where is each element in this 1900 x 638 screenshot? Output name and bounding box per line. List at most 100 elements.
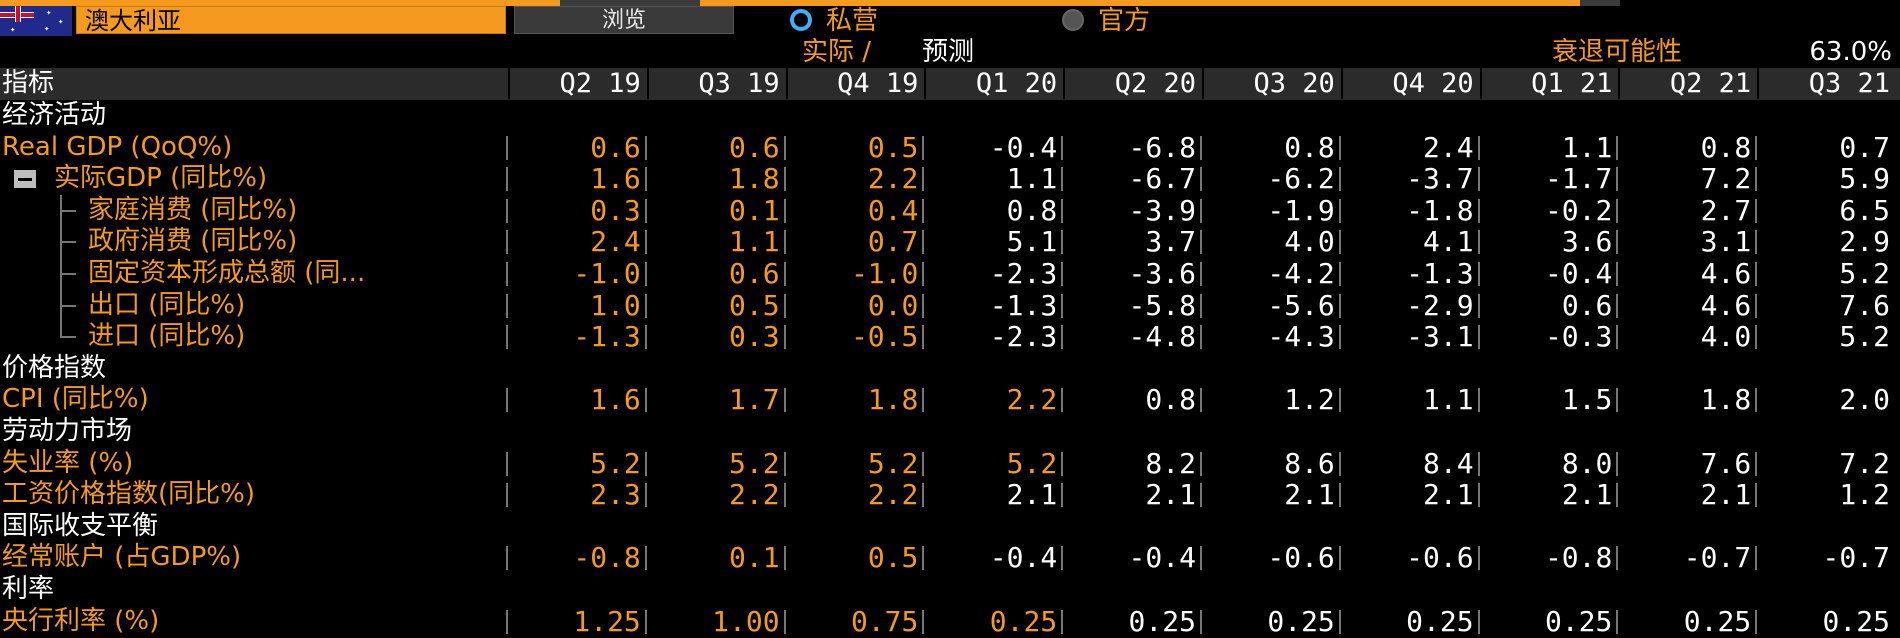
data-cell[interactable]: -0.5	[850, 320, 919, 354]
collapse-minus-icon[interactable]	[14, 170, 36, 189]
data-cell[interactable]: 1.5	[1561, 383, 1613, 417]
data-cell[interactable]: 0.7	[867, 225, 919, 259]
data-cell[interactable]: 7.2	[1700, 162, 1752, 196]
data-cell[interactable]: -2.9	[1406, 288, 1474, 322]
data-cell[interactable]: 1.0	[590, 288, 641, 322]
data-cell[interactable]: 4.1	[1423, 225, 1474, 259]
data-cell[interactable]: 5.1	[1006, 225, 1058, 259]
data-cell[interactable]: -0.4	[1544, 256, 1613, 290]
column-header-quarter[interactable]: Q2 21	[1618, 68, 1757, 99]
data-cell[interactable]: 7.6	[1839, 288, 1890, 322]
data-cell[interactable]: -3.1	[1406, 320, 1474, 354]
data-cell[interactable]: -6.2	[1267, 162, 1335, 196]
indicator-label[interactable]: 固定资本形成总额 (同...	[88, 257, 366, 288]
data-cell[interactable]: 1.2	[1839, 478, 1890, 512]
data-cell[interactable]: 7.6	[1700, 446, 1752, 480]
indicator-label[interactable]: Real GDP (QoQ%)	[2, 131, 233, 162]
data-cell[interactable]: 1.8	[729, 162, 780, 196]
data-cell[interactable]: 0.3	[729, 320, 780, 354]
data-cell[interactable]: 8.4	[1423, 446, 1474, 480]
data-cell[interactable]: 4.6	[1700, 256, 1752, 290]
data-cell[interactable]: 0.8	[1145, 383, 1196, 417]
data-cell[interactable]: -0.8	[573, 541, 641, 575]
data-cell[interactable]: 2.1	[1006, 478, 1058, 512]
data-cell[interactable]: -1.7	[1544, 162, 1613, 196]
indicator-label[interactable]: 政府消费 (同比%)	[88, 226, 298, 257]
data-cell[interactable]: 0.7	[1839, 130, 1890, 164]
data-cell[interactable]: 0.75	[850, 604, 919, 638]
data-cell[interactable]: 0.25	[1267, 604, 1335, 638]
data-cell[interactable]: 2.1	[1145, 478, 1196, 512]
indicator-label[interactable]: 失业率 (%)	[2, 447, 134, 478]
data-cell[interactable]: -1.9	[1267, 193, 1335, 227]
data-cell[interactable]: -4.3	[1267, 320, 1335, 354]
column-header-quarter[interactable]: Q2 20	[1063, 68, 1202, 99]
data-cell[interactable]: -1.0	[573, 256, 641, 290]
data-cell[interactable]: 4.6	[1700, 288, 1752, 322]
data-cell[interactable]: 8.0	[1561, 446, 1613, 480]
data-cell[interactable]: 1.1	[1006, 162, 1058, 196]
data-cell[interactable]: 0.3	[590, 193, 641, 227]
data-cell[interactable]: 2.1	[1423, 478, 1474, 512]
data-cell[interactable]: -4.8	[1128, 320, 1196, 354]
data-cell[interactable]: 5.2	[1839, 256, 1890, 290]
data-cell[interactable]: -3.6	[1128, 256, 1196, 290]
data-cell[interactable]: 5.9	[1839, 162, 1890, 196]
column-header-quarter[interactable]: Q2 19	[508, 68, 647, 99]
data-cell[interactable]: 0.1	[729, 541, 780, 575]
data-cell[interactable]: 1.00	[712, 604, 780, 638]
data-cell[interactable]: 1.8	[867, 383, 919, 417]
data-cell[interactable]: 2.9	[1839, 225, 1890, 259]
data-cell[interactable]: -0.7	[1683, 541, 1752, 575]
data-cell[interactable]: -0.4	[1128, 541, 1196, 575]
data-cell[interactable]: 5.2	[867, 446, 919, 480]
column-header-quarter[interactable]: Q3 21	[1757, 68, 1896, 99]
data-cell[interactable]: 0.5	[729, 288, 780, 322]
data-cell[interactable]: 2.2	[729, 478, 780, 512]
data-cell[interactable]: 2.3	[590, 478, 641, 512]
data-cell[interactable]: 0.25	[1822, 604, 1890, 638]
data-cell[interactable]: -2.3	[989, 256, 1058, 290]
data-cell[interactable]: -0.7	[1822, 541, 1890, 575]
data-cell[interactable]: -1.0	[850, 256, 919, 290]
data-cell[interactable]: 0.25	[1544, 604, 1613, 638]
data-cell[interactable]: -4.2	[1267, 256, 1335, 290]
data-cell[interactable]: 0.4	[867, 193, 919, 227]
data-cell[interactable]: 3.7	[1145, 225, 1196, 259]
data-cell[interactable]: 2.2	[867, 162, 919, 196]
data-cell[interactable]: -0.4	[989, 130, 1058, 164]
data-cell[interactable]: 1.6	[590, 383, 641, 417]
data-cell[interactable]: 1.1	[1561, 130, 1613, 164]
data-cell[interactable]: -0.3	[1544, 320, 1613, 354]
data-cell[interactable]: -6.8	[1128, 130, 1196, 164]
data-cell[interactable]: 0.25	[1683, 604, 1752, 638]
data-cell[interactable]: 0.6	[729, 130, 780, 164]
indicator-label[interactable]: 进口 (同比%)	[88, 321, 246, 352]
data-cell[interactable]: -0.6	[1406, 541, 1474, 575]
data-cell[interactable]: 4.0	[1284, 225, 1335, 259]
data-cell[interactable]: -1.3	[1406, 256, 1474, 290]
data-cell[interactable]: 0.6	[1561, 288, 1613, 322]
data-cell[interactable]: 2.4	[590, 225, 641, 259]
data-cell[interactable]: 8.6	[1284, 446, 1335, 480]
data-cell[interactable]: 0.5	[867, 541, 919, 575]
country-input[interactable]: 澳大利亚	[76, 6, 506, 35]
data-cell[interactable]: 1.6	[590, 162, 641, 196]
data-cell[interactable]: 6.5	[1839, 193, 1890, 227]
data-cell[interactable]: 0.25	[1128, 604, 1196, 638]
column-header-quarter[interactable]: Q3 19	[646, 68, 786, 99]
data-cell[interactable]: 2.1	[1561, 478, 1613, 512]
data-cell[interactable]: -0.8	[1544, 541, 1613, 575]
indicator-label[interactable]: CPI (同比%)	[2, 384, 149, 415]
data-cell[interactable]: 2.7	[1700, 193, 1752, 227]
data-cell[interactable]: 1.25	[573, 604, 641, 638]
column-header-quarter[interactable]: Q1 20	[924, 68, 1063, 99]
data-cell[interactable]: 1.1	[729, 225, 780, 259]
data-cell[interactable]: 2.4	[1423, 130, 1474, 164]
data-cell[interactable]: 0.6	[729, 256, 780, 290]
data-cell[interactable]: -6.7	[1128, 162, 1196, 196]
data-cell[interactable]: 4.0	[1700, 320, 1752, 354]
browse-button[interactable]: 浏览	[514, 6, 734, 34]
data-cell[interactable]: 1.7	[729, 383, 780, 417]
data-cell[interactable]: 0.8	[1006, 193, 1058, 227]
